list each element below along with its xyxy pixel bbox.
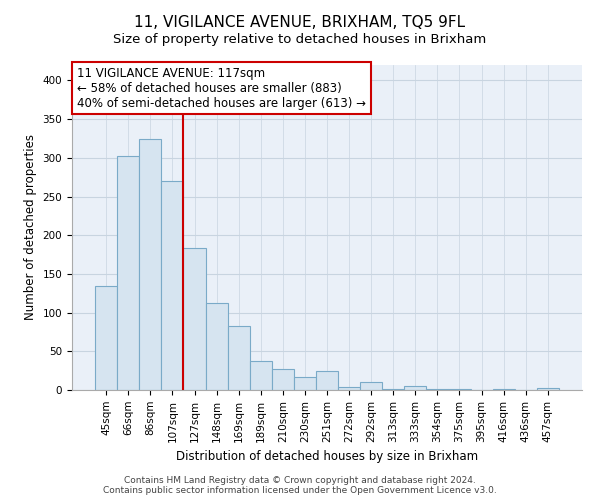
Bar xyxy=(227,326,250,390)
Bar xyxy=(250,362,272,390)
Bar xyxy=(338,387,360,390)
Bar xyxy=(139,138,161,390)
Bar xyxy=(206,304,227,390)
Text: 11, VIGILANCE AVENUE, BRIXHAM, TQ5 9FL: 11, VIGILANCE AVENUE, BRIXHAM, TQ5 9FL xyxy=(134,15,466,30)
Bar xyxy=(294,377,316,390)
Bar xyxy=(272,369,294,390)
Y-axis label: Number of detached properties: Number of detached properties xyxy=(24,134,37,320)
Text: Contains HM Land Registry data © Crown copyright and database right 2024.
Contai: Contains HM Land Registry data © Crown c… xyxy=(103,476,497,495)
Text: Size of property relative to detached houses in Brixham: Size of property relative to detached ho… xyxy=(113,32,487,46)
Bar xyxy=(117,156,139,390)
Bar xyxy=(448,389,470,390)
Bar xyxy=(360,382,382,390)
Text: 11 VIGILANCE AVENUE: 117sqm
← 58% of detached houses are smaller (883)
40% of se: 11 VIGILANCE AVENUE: 117sqm ← 58% of det… xyxy=(77,66,366,110)
Bar xyxy=(404,386,427,390)
Bar xyxy=(427,389,448,390)
Bar xyxy=(382,389,404,390)
Bar xyxy=(184,248,206,390)
Bar xyxy=(161,181,184,390)
X-axis label: Distribution of detached houses by size in Brixham: Distribution of detached houses by size … xyxy=(176,450,478,463)
Bar xyxy=(493,389,515,390)
Bar xyxy=(537,388,559,390)
Bar xyxy=(316,370,338,390)
Bar xyxy=(95,286,117,390)
